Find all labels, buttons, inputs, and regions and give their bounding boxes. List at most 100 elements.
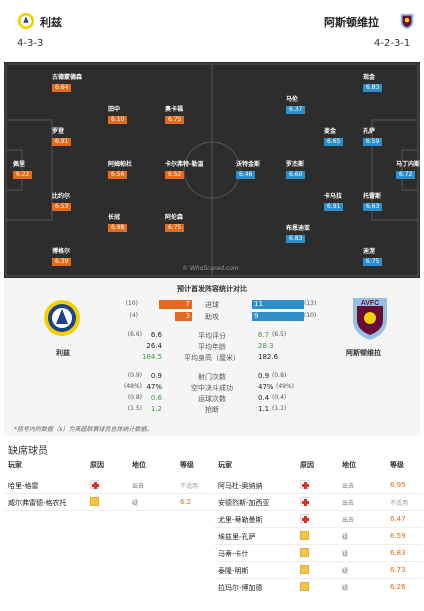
home-stat-value: 6.6 bbox=[150, 331, 162, 339]
player-rating: 6.39 bbox=[52, 258, 72, 266]
player-card[interactable]: 奥卡福 6.75 bbox=[165, 106, 225, 124]
player-name: 奥卡福 bbox=[165, 106, 184, 113]
away-league-value: (10) bbox=[304, 312, 317, 319]
player-card[interactable]: 布恩迪亚 6.83 bbox=[286, 225, 346, 243]
away-league-value: (1.1) bbox=[272, 405, 287, 412]
stat-label: 平均评分 bbox=[198, 332, 226, 340]
player-name[interactable]: 埃兹里-孔萨 bbox=[218, 533, 256, 541]
lineup-stats-comparison: 预计首发阵容统计对比 利兹 AVFC 阿斯顿维拉 (10) 7 进球 11 (1… bbox=[4, 278, 420, 436]
svg-text:AVFC: AVFC bbox=[361, 300, 380, 307]
player-card[interactable]: 古德蒙德森 6.64 bbox=[52, 74, 112, 92]
away-stat-value: 0.4 bbox=[258, 394, 270, 402]
player-status: 疑 bbox=[342, 551, 349, 558]
player-name: 罗登 bbox=[52, 128, 65, 135]
player-card[interactable]: 田中 6.10 bbox=[108, 106, 168, 124]
aston-villa-crest-large-icon: AVFC bbox=[353, 298, 387, 340]
player-card[interactable]: 孔萨 6.59 bbox=[363, 128, 420, 146]
table-row[interactable]: 哈里-格雷 出去 不适用 bbox=[4, 477, 212, 494]
home-team-name[interactable]: 利兹 bbox=[40, 16, 62, 29]
player-name: 博格尔 bbox=[52, 248, 71, 255]
player-name[interactable]: 威尔弗雷德-格农托 bbox=[8, 499, 67, 507]
player-name[interactable]: 哈里-格雷 bbox=[8, 482, 39, 490]
player-rating: 6.83 bbox=[363, 84, 383, 92]
player-name: 迪涅 bbox=[363, 248, 376, 255]
col-reason-header: 原因 bbox=[90, 461, 104, 469]
player-name[interactable]: 拉玛尔-博加德 bbox=[218, 584, 263, 592]
table-row[interactable]: 马蒂-卡什 疑 6.83 bbox=[214, 545, 422, 562]
table-row[interactable]: 拉玛尔-博加德 疑 6.26 bbox=[214, 579, 422, 596]
home-assists-value: 3 bbox=[185, 312, 190, 320]
player-card[interactable]: 比约尔 6.53 bbox=[52, 193, 112, 211]
player-rating: 6.83 bbox=[286, 235, 306, 243]
player-card[interactable]: 阿伦森 6.75 bbox=[165, 214, 225, 232]
col-rating-header: 等级 bbox=[390, 461, 404, 469]
player-card[interactable]: 卡尔弗特-勒温 6.52 bbox=[165, 161, 225, 179]
table-row[interactable]: 埃兹里-孔萨 疑 6.59 bbox=[214, 528, 422, 545]
player-card[interactable]: 现金 6.83 bbox=[363, 74, 420, 92]
player-rating: 6.59 bbox=[390, 532, 406, 540]
away-league-value: (0.8) bbox=[272, 372, 287, 379]
away-team-name[interactable]: 阿斯顿维拉 bbox=[324, 16, 379, 29]
away-league-value: (0.4) bbox=[272, 394, 287, 401]
player-card[interactable]: 迪涅 6.75 bbox=[363, 248, 420, 266]
player-name: 孔萨 bbox=[363, 128, 376, 135]
player-name: 田中 bbox=[108, 106, 121, 113]
home-goals-bar: 7 bbox=[159, 300, 192, 309]
table-row[interactable]: 尤里-蒂勒曼斯 出去 6.47 bbox=[214, 511, 422, 528]
table-row[interactable]: 阿马杜-奥纳纳 出去 6.95 bbox=[214, 477, 422, 494]
player-status: 出去 bbox=[342, 483, 355, 490]
player-name[interactable]: 阿马杜-奥纳纳 bbox=[218, 482, 263, 490]
player-name: 卡尔弗特-勒温 bbox=[165, 161, 204, 168]
player-rating: 6.91 bbox=[52, 138, 72, 146]
player-card[interactable]: 托雷斯 6.63 bbox=[363, 193, 420, 211]
table-row[interactable]: 威尔弗雷德-格农托 疑 6.2 bbox=[4, 494, 212, 511]
stat-row: (6.6) 6.6 平均评分 6.7 (6.5) bbox=[4, 331, 420, 341]
player-name: 佩里 bbox=[13, 161, 26, 168]
player-card[interactable]: 马丁内斯 6.72 bbox=[396, 161, 420, 179]
table-row[interactable]: 安德烈斯-加西亚 出去 不适用 bbox=[214, 494, 422, 511]
player-name: 长冠 bbox=[108, 214, 121, 221]
stat-row: (48%) 47% 空中决斗成功 47% (49%) bbox=[4, 383, 420, 393]
match-header: 利兹 4-3-3 阿斯顿维拉 4-2-3-1 bbox=[0, 0, 424, 62]
stats-title: 预计首发阵容统计对比 bbox=[177, 285, 247, 293]
away-stat-value: 28.3 bbox=[258, 342, 274, 350]
player-card[interactable]: 罗登 6.91 bbox=[52, 128, 112, 146]
player-card[interactable]: 阿姆帕杜 6.56 bbox=[108, 161, 168, 179]
player-card[interactable]: 沃特金斯 6.46 bbox=[236, 161, 296, 179]
player-card[interactable]: 佩里 6.22 bbox=[13, 161, 73, 179]
stat-label: 平均年龄 bbox=[198, 343, 226, 351]
player-card[interactable]: 博格尔 6.39 bbox=[52, 248, 112, 266]
injury-icon bbox=[300, 497, 309, 506]
player-name: 马伦 bbox=[286, 96, 299, 103]
player-name[interactable]: 马蒂-卡什 bbox=[218, 550, 249, 558]
away-assists-bar: 9 bbox=[252, 312, 304, 321]
player-card[interactable]: 罗杰斯 6.60 bbox=[286, 161, 346, 179]
player-name: 托雷斯 bbox=[363, 193, 382, 200]
away-league-value: (49%) bbox=[276, 383, 295, 390]
player-name[interactable]: 尤里-蒂勒曼斯 bbox=[218, 516, 263, 524]
player-card[interactable]: 卡马拉 6.91 bbox=[324, 193, 384, 211]
home-league-value: (4) bbox=[129, 312, 139, 319]
table-row[interactable]: 泰隆-明斯 疑 6.73 bbox=[214, 562, 422, 579]
player-name: 古德蒙德森 bbox=[52, 74, 83, 81]
home-stat-value: 0.9 bbox=[150, 372, 162, 380]
player-rating: 6.46 bbox=[236, 171, 256, 179]
player-rating: 6.60 bbox=[286, 171, 306, 179]
player-rating: 6.95 bbox=[390, 481, 406, 489]
player-card[interactable]: 长冠 6.98 bbox=[108, 214, 168, 232]
home-stat-value: 26.4 bbox=[146, 342, 162, 350]
player-name[interactable]: 安德烈斯-加西亚 bbox=[218, 499, 270, 507]
player-name[interactable]: 泰隆-明斯 bbox=[218, 567, 249, 575]
player-rating: 6.26 bbox=[390, 583, 406, 591]
player-rating: 6.2 bbox=[180, 498, 192, 506]
player-rating: 6.65 bbox=[324, 138, 344, 146]
player-rating: 6.56 bbox=[108, 171, 128, 179]
stat-bar-row: (10) 7 进球 11 (13) bbox=[4, 300, 420, 310]
player-card[interactable]: 麦金 6.65 bbox=[324, 128, 384, 146]
player-card[interactable]: 马伦 6.37 bbox=[286, 96, 346, 114]
home-formation: 4-3-3 bbox=[17, 38, 44, 49]
col-status-header: 地位 bbox=[132, 461, 146, 469]
stat-label: 运球次数 bbox=[198, 395, 226, 403]
injury-icon bbox=[300, 514, 309, 523]
player-rating: 6.72 bbox=[396, 171, 416, 179]
